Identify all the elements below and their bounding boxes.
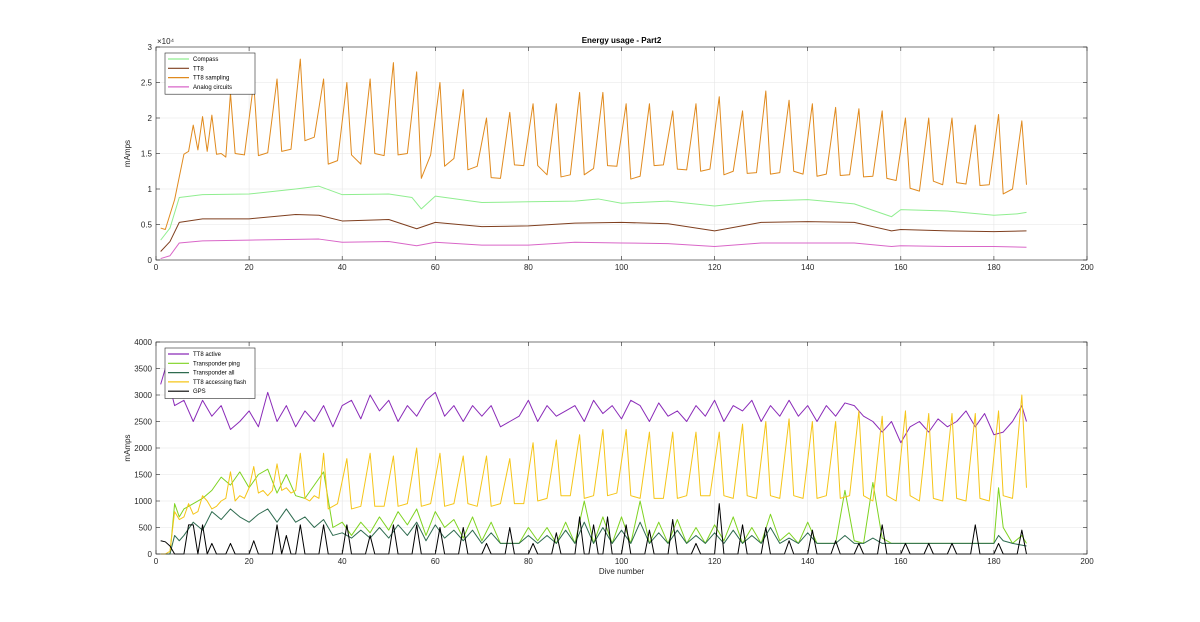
x-tick-label: 160 [894,557,908,566]
x-tick-label: 80 [524,263,533,272]
legend-entry: GPS [193,389,206,395]
y-tick-label: 0 [148,550,153,559]
y-tick-label: 3500 [134,365,152,374]
x-tick-label: 20 [245,263,254,272]
y-tick-label: 1 [148,185,153,194]
x-tick-label: 100 [615,557,629,566]
x-tick-label: 200 [1080,263,1094,272]
legend-entry: Analog circuits [193,85,232,91]
series-line-tt8-accessing-flash [160,394,1027,555]
legend-entry: TT8 sampling [193,76,229,82]
x-tick-label: 80 [524,557,533,566]
x-tick-label: 0 [154,557,159,566]
x-tick-label: 120 [708,263,722,272]
legend-entry: Transponder ping [193,361,240,367]
series-line-tt8 [160,214,1027,252]
legend-entry: Transponder all [193,371,234,377]
legend-entry: TT8 active [193,352,222,358]
x-tick-label: 140 [801,263,815,272]
x-tick-label: 0 [154,263,159,272]
y-tick-label: 1000 [134,497,152,506]
legend-box [164,347,256,399]
series-line-tt8-sampling [160,58,1027,230]
series-line-analog-circuits [160,238,1027,260]
x-tick-label: 60 [431,557,440,566]
y-axis-label: mAmps [123,434,132,461]
x-tick-label: 160 [894,263,908,272]
y-tick-label: 2.5 [141,79,153,88]
y-tick-label: 3000 [134,391,152,400]
chart-title: Energy usage - Part2 [582,36,662,45]
y-tick-label: 4000 [134,338,152,347]
x-axis-label: Dive number [599,567,645,576]
y-axis-label: mAmps [123,140,132,167]
legend-entry: TT8 accessing flash [193,380,246,386]
series-line-compass [160,185,1027,241]
legend-entry: Compass [193,57,218,63]
y-tick-label: 1.5 [141,150,153,159]
x-tick-label: 20 [245,557,254,566]
y-tick-label: 1500 [134,471,152,480]
y-tick-label: 2000 [134,444,152,453]
y-tick-label: 2 [148,114,153,123]
x-tick-label: 60 [431,263,440,272]
y-tick-label: 0 [148,256,153,265]
bottom-axes: 0 20 40 60 80 100 120 140 160 180 2000500100015002… [123,338,1094,576]
x-tick-label: 120 [708,557,722,566]
x-tick-label: 180 [987,263,1001,272]
top-axes: 0 20 40 60 80 100 120 140 160 180 200 0 0.5 1 1.5 2 2.5 3… [123,36,1094,272]
y-tick-label: 500 [139,524,153,533]
x-tick-label: 180 [987,557,1001,566]
y-tick-label: 3 [148,43,153,52]
y-exponent-label: ×10⁴ [157,37,175,46]
x-tick-label: 140 [801,557,815,566]
x-tick-label: 40 [338,557,347,566]
x-tick-label: 40 [338,263,347,272]
y-tick-label: 2500 [134,418,152,427]
series-line-tt8-active [160,368,1027,444]
y-tick-label: 0.5 [141,221,153,230]
legend-entry: TT8 [193,66,204,72]
x-tick-label: 100 [615,263,629,272]
x-tick-label: 200 [1080,557,1094,566]
